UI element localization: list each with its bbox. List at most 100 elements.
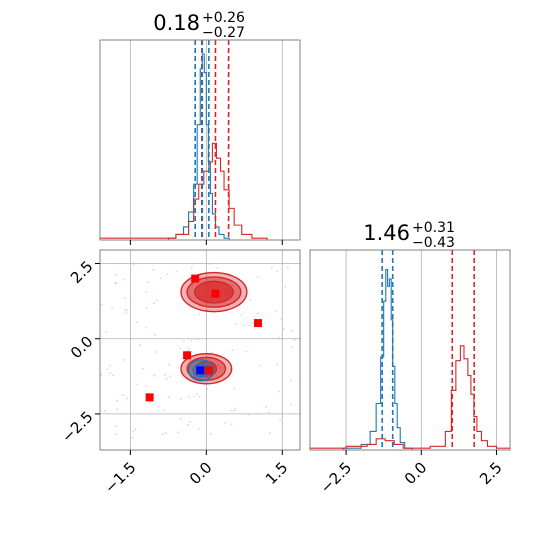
panel-1-hist-red	[99, 142, 300, 241]
sample-point	[122, 394, 124, 396]
sample-point	[133, 263, 135, 266]
panel-1-hist-blue	[167, 53, 237, 241]
sample-point	[211, 351, 213, 354]
sample-point	[145, 306, 148, 309]
sample-point	[283, 328, 285, 330]
sample-point	[189, 359, 192, 362]
sample-point	[277, 337, 280, 339]
sample-point	[291, 329, 294, 332]
panel-3-ticks	[345, 450, 497, 455]
sample-point	[247, 413, 250, 416]
panel-3-frame	[309, 249, 511, 451]
panel-2-gridlines	[100, 250, 300, 450]
sample-point	[286, 266, 289, 269]
sample-point	[245, 350, 248, 353]
sample-point	[198, 395, 201, 398]
sample-point	[257, 312, 259, 315]
panel-3-title-minus: −0.43	[412, 235, 455, 251]
sample-point	[115, 425, 118, 427]
panel-3-title-plus: +0.31	[412, 220, 455, 236]
sample-point	[123, 358, 126, 361]
sample-point	[114, 282, 117, 284]
sample-point	[132, 436, 134, 439]
sample-point	[257, 413, 260, 415]
sample-point	[290, 379, 292, 382]
sample-point	[163, 374, 166, 376]
red-marker-4	[145, 393, 154, 402]
sample-point	[231, 349, 234, 352]
sample-point	[187, 347, 190, 350]
sample-point	[165, 432, 168, 435]
panel-1-ticks	[129, 240, 283, 245]
sample-point	[188, 396, 191, 398]
panel-1-quantile-lines	[194, 40, 230, 240]
sample-point	[187, 423, 189, 426]
sample-point	[177, 431, 179, 434]
sample-point	[115, 433, 118, 436]
red-marker-5	[204, 366, 213, 375]
sample-point	[124, 297, 126, 300]
sample-point	[100, 304, 103, 306]
sample-point	[125, 312, 128, 315]
sample-point	[129, 301, 132, 303]
panel-2-markers	[145, 274, 262, 402]
sample-point	[111, 374, 114, 377]
sample-point	[249, 299, 252, 302]
sample-point	[145, 326, 147, 329]
panel-2-frame	[99, 249, 301, 451]
sample-point	[269, 431, 272, 434]
sample-point	[193, 395, 196, 398]
sample-point	[160, 277, 162, 280]
sample-point	[139, 344, 141, 347]
sample-point	[136, 383, 139, 386]
sample-point	[259, 364, 262, 367]
sample-point	[197, 338, 199, 341]
sample-point	[100, 373, 103, 376]
sample-point	[190, 339, 193, 342]
sample-point	[154, 375, 157, 377]
sample-point	[111, 306, 114, 309]
sample-point	[210, 432, 212, 435]
sample-point	[108, 364, 111, 367]
sample-point	[192, 262, 195, 265]
sample-point	[278, 390, 281, 393]
sample-point	[198, 313, 201, 316]
sample-point	[267, 411, 270, 414]
red-marker-3	[183, 351, 192, 360]
sample-point	[132, 430, 135, 433]
sample-point	[293, 339, 296, 342]
sample-point	[242, 324, 245, 327]
panel-1-histograms	[99, 53, 300, 241]
sample-point	[180, 397, 182, 400]
sample-point	[116, 408, 118, 411]
sample-point	[236, 307, 239, 310]
sample-point	[162, 433, 164, 436]
sample-point	[284, 285, 287, 288]
sample-point	[145, 384, 147, 387]
sample-point	[124, 308, 127, 311]
sample-point	[276, 270, 279, 273]
sample-point	[152, 268, 155, 271]
sample-point	[155, 351, 157, 353]
sample-point	[146, 281, 149, 284]
sample-point	[270, 266, 273, 269]
sample-point	[233, 387, 236, 390]
sample-point	[115, 274, 117, 276]
sample-point	[290, 346, 293, 349]
red-marker-1	[211, 289, 220, 298]
panel-param-1-histogram: 0.18 +0.26 −0.27	[99, 10, 301, 245]
sample-point	[125, 309, 128, 312]
sample-point	[279, 418, 281, 421]
panel-1-title-value: 0.18	[153, 11, 200, 35]
sample-point	[134, 428, 137, 431]
sample-point	[166, 273, 169, 276]
panel-2-ticks	[95, 263, 283, 455]
sample-point	[135, 321, 138, 324]
sample-point	[197, 427, 200, 430]
sample-point	[190, 266, 193, 269]
sample-point	[106, 368, 108, 371]
sample-point	[105, 331, 107, 334]
sample-point	[167, 363, 170, 366]
panel-1-title-minus: −0.27	[202, 25, 245, 41]
